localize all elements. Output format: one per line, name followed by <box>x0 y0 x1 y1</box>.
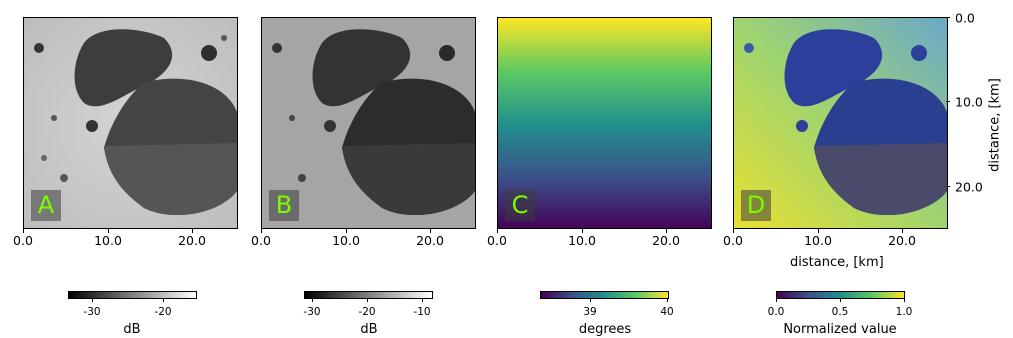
x-tick-mark <box>582 229 583 233</box>
x-tick-label: 0.0 <box>723 233 743 248</box>
x-tick-label: 20.0 <box>888 233 916 248</box>
y-tick-mark <box>946 101 950 102</box>
x-tick-label: 0.0 <box>13 233 33 248</box>
x-tick-label: 10.0 <box>804 233 832 248</box>
colorbar-d-label: Normalized value <box>783 322 897 337</box>
colorbar-b <box>304 291 433 299</box>
panel-b-label: B <box>269 190 299 221</box>
colorbar-d-tick: 0.5 <box>831 306 849 318</box>
x-tick-mark <box>666 229 667 233</box>
colorbar-d <box>776 291 905 299</box>
y-tick-label: 20.0 <box>955 179 983 195</box>
x-tick-mark <box>733 229 734 233</box>
x-axis-label: distance, [km] <box>790 255 884 270</box>
colorbar-a <box>68 291 197 299</box>
x-tick-label: 20.0 <box>178 233 206 248</box>
colorbar-b-tick: -10 <box>413 306 431 318</box>
x-tick-mark <box>346 229 347 233</box>
panel-a: A <box>23 17 238 229</box>
panel-a-label: A <box>31 190 61 221</box>
panel-c: C <box>497 17 712 229</box>
x-tick-label: 20.0 <box>652 233 680 248</box>
y-tick-mark <box>946 17 950 18</box>
colorbar-a-tick: -20 <box>154 306 172 318</box>
x-tick-mark <box>108 229 109 233</box>
colorbar-c-tick: 40 <box>660 306 674 318</box>
x-tick-label: 10.0 <box>568 233 596 248</box>
colorbar-d-tick: 1.0 <box>895 306 913 318</box>
x-tick-label: 0.0 <box>487 233 507 248</box>
colorbar-a-label: dB <box>123 322 141 337</box>
x-tick-mark <box>902 229 903 233</box>
x-tick-label: 20.0 <box>416 233 444 248</box>
x-tick-label: 10.0 <box>94 233 122 248</box>
x-tick-mark <box>497 229 498 233</box>
colorbar-c-label: degrees <box>578 322 632 337</box>
x-tick-mark <box>23 229 24 233</box>
colorbar-d-tick: 0.0 <box>767 306 785 318</box>
y-tick-label: 0.0 <box>955 10 975 26</box>
panel-d-label: D <box>741 190 771 221</box>
x-tick-mark <box>430 229 431 233</box>
x-tick-label: 0.0 <box>251 233 271 248</box>
colorbar-a-tick: -30 <box>83 306 101 318</box>
colorbar-b-tick: -30 <box>303 306 321 318</box>
colorbar-c <box>540 291 669 299</box>
x-tick-mark <box>261 229 262 233</box>
panel-c-label: C <box>505 190 535 221</box>
colorbar-b-tick: -20 <box>358 306 376 318</box>
y-tick-mark <box>946 186 950 187</box>
x-tick-mark <box>818 229 819 233</box>
panel-b: B <box>261 17 476 229</box>
y-tick-label: 10.0 <box>955 94 983 110</box>
x-tick-mark <box>192 229 193 233</box>
x-tick-label: 10.0 <box>332 233 360 248</box>
colorbar-c-tick: 39 <box>583 306 597 318</box>
y-axis-label: distance, [km] <box>987 78 1003 172</box>
panel-d: D <box>733 17 948 229</box>
colorbar-b-label: dB <box>360 322 378 337</box>
